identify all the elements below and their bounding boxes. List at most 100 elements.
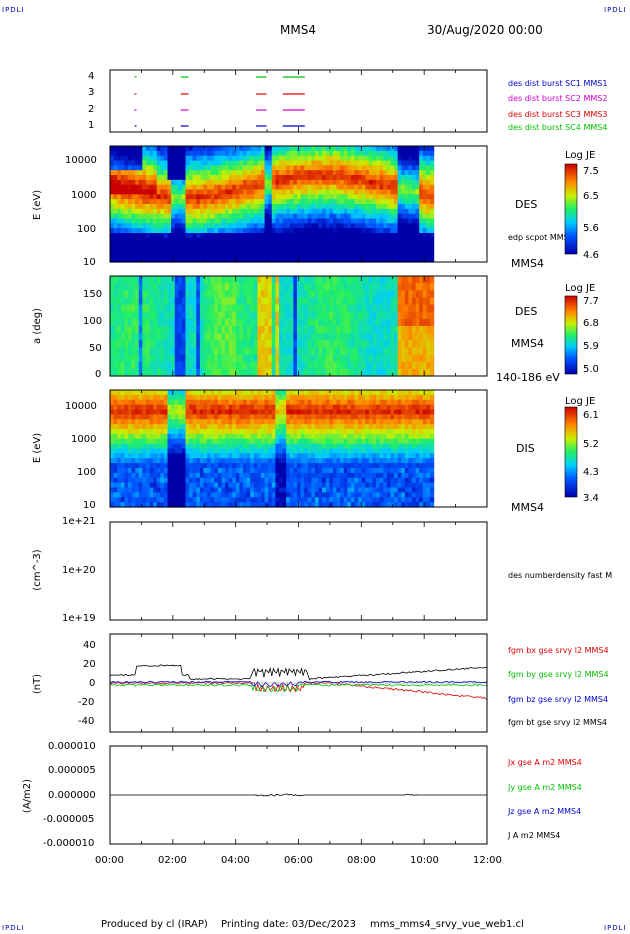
des-pitch-cell <box>340 297 345 306</box>
des-energy-cell <box>271 228 276 234</box>
des-energy-cell <box>336 252 341 258</box>
des-pitch-cell <box>124 333 129 341</box>
des-pitch-cell <box>120 318 125 327</box>
des-pitch-cell <box>189 333 194 341</box>
des-pitch-cell <box>332 333 338 341</box>
des-pitch-cell <box>228 326 233 334</box>
dis-energy-cell <box>325 448 330 454</box>
des-energy-cell <box>422 179 428 186</box>
des-energy-cell <box>412 150 417 157</box>
des-pitch-cell <box>289 368 294 377</box>
dis-energy-cell <box>278 443 284 450</box>
des-pitch-cell <box>430 347 435 356</box>
des-pitch-cell <box>300 276 305 284</box>
des-energy-cell <box>145 150 151 157</box>
des-energy-cell <box>379 208 384 215</box>
des-pitch-cell <box>304 311 309 320</box>
des-energy-cell <box>314 204 320 210</box>
dis-energy-cell <box>149 448 154 454</box>
des-energy-cell <box>217 189 223 195</box>
des-energy-cell <box>386 252 392 258</box>
corner-label-tr: IPDLI <box>604 6 627 14</box>
dis-energy-cell <box>196 458 201 464</box>
dis-energy-cell <box>217 497 223 503</box>
des-energy-cell <box>361 199 366 205</box>
des-energy-cell <box>293 189 298 195</box>
des-energy-cell <box>138 242 143 249</box>
des-pitch-cell <box>235 347 241 356</box>
dis-energy-cell <box>318 399 323 406</box>
dis-energy-cell <box>178 448 183 454</box>
des-pitch-cell <box>318 290 323 299</box>
des-pitch-cell <box>225 347 230 356</box>
dis-energy-cell <box>171 414 176 420</box>
des-pitch-cell <box>314 354 320 363</box>
des-energy-cell <box>289 150 294 157</box>
dis-energy-cell <box>120 453 125 459</box>
des-pitch-cell <box>192 276 197 284</box>
des-energy-cell <box>156 170 161 176</box>
des-pitch-cell <box>332 347 338 356</box>
des-energy-cell <box>243 218 248 224</box>
dis-energy-cell <box>196 497 201 503</box>
dis-energy-cell <box>142 477 147 484</box>
des-energy-cell <box>332 223 338 229</box>
dis-energy-cell <box>239 394 244 401</box>
des-pitch-cell <box>145 326 151 334</box>
des-energy-cell <box>318 170 323 176</box>
dis-energy-cell <box>131 409 136 415</box>
p3-ytick-150: 150 <box>83 289 103 300</box>
des-energy-cell <box>189 160 194 166</box>
des-energy-cell <box>379 252 384 258</box>
des-energy-cell <box>199 242 205 249</box>
des-energy-cell <box>394 179 399 186</box>
des-energy-cell <box>232 223 237 229</box>
des-pitch-cell <box>408 347 413 356</box>
des-energy-cell <box>340 247 345 253</box>
dis-energy-cell <box>127 409 133 415</box>
des-energy-cell <box>332 179 338 186</box>
des-energy-cell <box>138 218 143 224</box>
dis-energy-cell <box>311 419 316 425</box>
des-pitch-cell <box>332 326 338 334</box>
des-energy-cell <box>322 208 327 215</box>
des-energy-cell <box>415 223 420 229</box>
des-pitch-cell <box>412 333 417 341</box>
dis-energy-cell <box>311 477 316 484</box>
des-energy-cell <box>257 175 262 181</box>
des-pitch-cell <box>408 368 413 377</box>
dis-energy-cell <box>127 433 133 440</box>
dis-energy-cell <box>329 414 334 420</box>
des-pitch-cell <box>397 290 402 299</box>
des-energy-cell <box>343 194 348 200</box>
des-energy-cell <box>160 155 165 162</box>
dis-energy-cell <box>196 492 201 498</box>
dis-energy-cell <box>325 399 330 406</box>
des-energy-cell <box>135 208 140 215</box>
des-energy-cell <box>214 155 219 162</box>
des-pitch-cell <box>217 361 223 370</box>
dis-energy-cell <box>235 477 241 484</box>
p7-ytick-3: -0.000005 <box>43 814 95 825</box>
dis-energy-cell <box>261 477 266 484</box>
dis-energy-cell <box>131 404 136 411</box>
des-pitch-cell <box>307 283 312 291</box>
dis-energy-cell <box>110 477 115 484</box>
des-energy-cell <box>430 189 435 195</box>
des-energy-cell <box>192 223 197 229</box>
des-pitch-cell <box>178 318 183 327</box>
des-energy-cell <box>142 242 147 249</box>
dis-energy-cell <box>246 472 251 479</box>
des-energy-cell <box>430 247 435 253</box>
dis-energy-cell <box>192 502 197 508</box>
dis-energy-cell <box>135 390 140 396</box>
dis-energy-cell <box>120 458 125 464</box>
des-energy-cell <box>336 247 341 253</box>
des-pitch-cell <box>228 340 233 349</box>
des-pitch-cell <box>142 297 147 306</box>
des-energy-cell <box>404 175 410 181</box>
des-pitch-cell <box>419 361 424 370</box>
dis-energy-cell <box>113 448 118 454</box>
dis-energy-cell <box>271 404 276 411</box>
des-energy-cell <box>210 189 215 195</box>
